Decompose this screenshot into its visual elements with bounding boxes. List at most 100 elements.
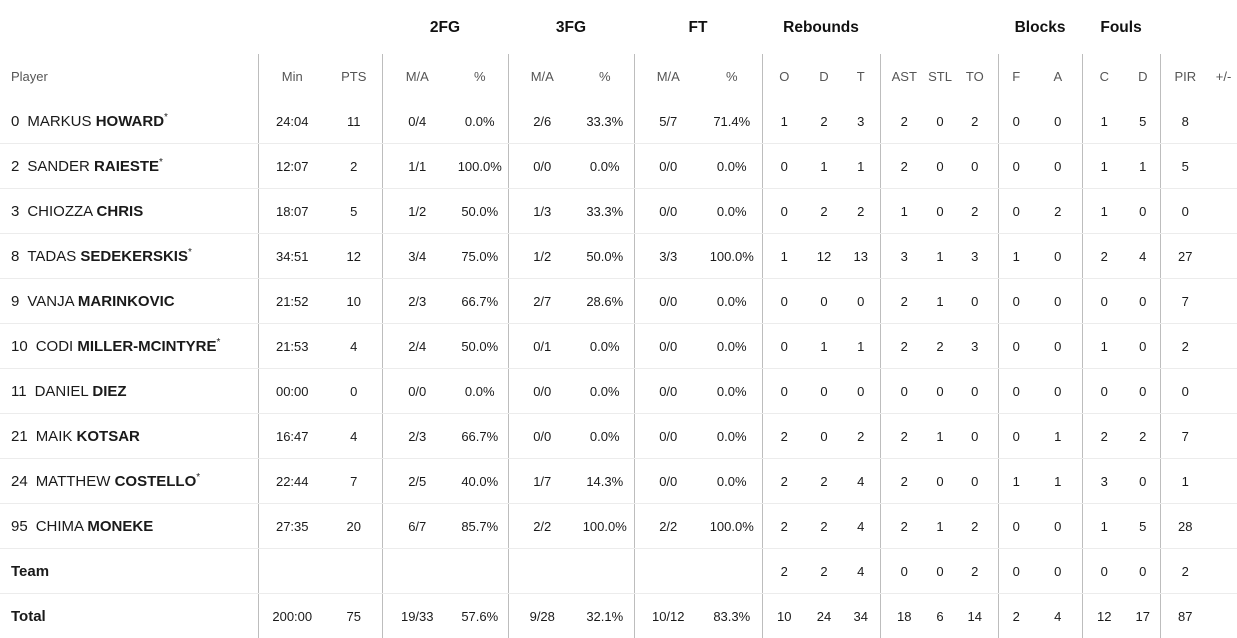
- player-last-name[interactable]: COSTELLO: [115, 473, 197, 490]
- col-min[interactable]: Min: [258, 54, 326, 99]
- player-last-name[interactable]: SEDEKERSKIS: [80, 248, 188, 265]
- col-reb-d[interactable]: D: [806, 54, 842, 99]
- player-first-name[interactable]: DANIEL: [35, 383, 89, 400]
- stat-pts: 4: [326, 324, 382, 369]
- stat-to: 0: [952, 369, 998, 414]
- stat-3fg-ma: 2/7: [508, 279, 576, 324]
- player-first-name[interactable]: VANJA: [27, 293, 73, 310]
- stat-blk-a: 0: [1034, 99, 1082, 144]
- col-ast[interactable]: AST: [880, 54, 928, 99]
- stat-reb-d: 2: [806, 549, 842, 594]
- stat-ft-ma: 5/7: [634, 99, 702, 144]
- col-ft-pct[interactable]: %: [702, 54, 762, 99]
- player-first-name[interactable]: CHIMA: [36, 518, 84, 535]
- stat-min: 22:44: [258, 459, 326, 504]
- stat-ast: 1: [880, 189, 928, 234]
- stat-stl: 1: [928, 279, 952, 324]
- stat-stl: 0: [928, 189, 952, 234]
- stat-plus-minus: [1210, 504, 1237, 549]
- stat-pts: 75: [326, 594, 382, 638]
- stat-2fg-pct: 66.7%: [452, 414, 508, 459]
- col-to[interactable]: TO: [952, 54, 998, 99]
- stat-min: 27:35: [258, 504, 326, 549]
- stat-ft-ma: 2/2: [634, 504, 702, 549]
- stat-plus-minus: [1210, 549, 1237, 594]
- player-first-name[interactable]: CHIOZZA: [27, 203, 92, 220]
- stat-reb-o: 2: [762, 459, 806, 504]
- stat-plus-minus: [1210, 189, 1237, 234]
- col-2fg-ma[interactable]: M/A: [382, 54, 452, 99]
- stat-reb-o: 2: [762, 414, 806, 459]
- stat-blk-f: 1: [998, 234, 1034, 279]
- col-foul-c[interactable]: C: [1082, 54, 1126, 99]
- player-last-name[interactable]: MONEKE: [87, 518, 153, 535]
- stat-ast: 2: [880, 99, 928, 144]
- col-3fg-ma[interactable]: M/A: [508, 54, 576, 99]
- stat-foul-c: 0: [1082, 279, 1126, 324]
- starter-marker: *: [217, 337, 221, 348]
- stat-min: 200:00: [258, 594, 326, 638]
- stat-ft-ma: [634, 549, 702, 594]
- stat-3fg-ma: 0/0: [508, 369, 576, 414]
- stat-pts: 11: [326, 99, 382, 144]
- col-pir[interactable]: PIR: [1160, 54, 1210, 99]
- player-last-name[interactable]: MILLER-MCINTYRE: [77, 338, 216, 355]
- stat-blk-a: 0: [1034, 144, 1082, 189]
- col-3fg-pct[interactable]: %: [576, 54, 634, 99]
- col-reb-o[interactable]: O: [762, 54, 806, 99]
- stat-stl: 0: [928, 549, 952, 594]
- group-3fg: 3FG: [508, 0, 634, 54]
- stat-ast: 3: [880, 234, 928, 279]
- col-blk-a[interactable]: A: [1034, 54, 1082, 99]
- stat-ast: 2: [880, 504, 928, 549]
- stat-to: 0: [952, 279, 998, 324]
- stat-reb-o: 1: [762, 234, 806, 279]
- player-last-name[interactable]: KOTSAR: [77, 428, 140, 445]
- stat-foul-d: 0: [1126, 279, 1160, 324]
- player-first-name[interactable]: CODI: [36, 338, 74, 355]
- player-first-name[interactable]: MATTHEW: [36, 473, 111, 490]
- stat-reb-t: 1: [842, 144, 880, 189]
- stat-min: [258, 549, 326, 594]
- col-foul-d[interactable]: D: [1126, 54, 1160, 99]
- stat-foul-c: 1: [1082, 189, 1126, 234]
- stat-3fg-ma: 9/28: [508, 594, 576, 638]
- stat-pir: 1: [1160, 459, 1210, 504]
- player-first-name[interactable]: TADAS: [27, 248, 76, 265]
- player-last-name[interactable]: HOWARD: [96, 113, 164, 130]
- stat-reb-d: 0: [806, 369, 842, 414]
- player-first-name[interactable]: MAIK: [36, 428, 73, 445]
- stat-blk-a: 0: [1034, 504, 1082, 549]
- player-last-name[interactable]: CHRIS: [97, 203, 144, 220]
- stat-blk-f: 1: [998, 459, 1034, 504]
- stat-ft-ma: 0/0: [634, 279, 702, 324]
- player-last-name[interactable]: MARINKOVIC: [78, 293, 175, 310]
- stat-2fg-pct: 66.7%: [452, 279, 508, 324]
- stat-pir: 28: [1160, 504, 1210, 549]
- col-plus-minus[interactable]: +/-: [1210, 54, 1237, 99]
- col-blk-f[interactable]: F: [998, 54, 1034, 99]
- player-last-name[interactable]: DIEZ: [92, 383, 126, 400]
- stat-reb-o: 2: [762, 549, 806, 594]
- player-last-name[interactable]: RAIESTE: [94, 158, 159, 175]
- stat-blk-a: 1: [1034, 459, 1082, 504]
- player-first-name[interactable]: SANDER: [27, 158, 90, 175]
- col-pts[interactable]: PTS: [326, 54, 382, 99]
- stat-min: 12:07: [258, 144, 326, 189]
- stat-foul-d: 5: [1126, 504, 1160, 549]
- player-first-name[interactable]: MARKUS: [27, 113, 91, 130]
- col-ft-ma[interactable]: M/A: [634, 54, 702, 99]
- col-player[interactable]: Player: [0, 54, 258, 99]
- starter-marker: *: [196, 472, 200, 483]
- col-stl[interactable]: STL: [928, 54, 952, 99]
- stat-stl: 0: [928, 369, 952, 414]
- col-2fg-pct[interactable]: %: [452, 54, 508, 99]
- player-number: 9: [11, 293, 19, 310]
- col-reb-t[interactable]: T: [842, 54, 880, 99]
- stat-foul-c: 1: [1082, 504, 1126, 549]
- stat-3fg-pct: 0.0%: [576, 369, 634, 414]
- stat-reb-d: 1: [806, 324, 842, 369]
